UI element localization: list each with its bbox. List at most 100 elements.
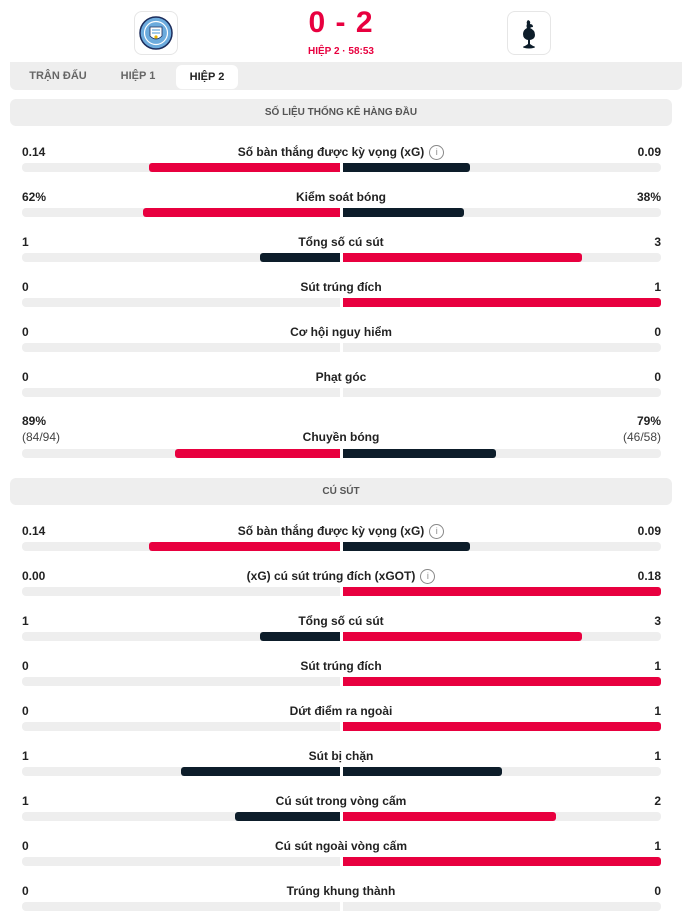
section-shots-header: CÚ SÚT (10, 478, 672, 505)
away-bar-track (343, 253, 661, 262)
stat-label: Phạt góc (0, 370, 682, 384)
away-bar-fill (343, 857, 661, 866)
home-bar-track (22, 449, 340, 458)
away-stat-value: 3 (654, 614, 661, 628)
home-stat-value: 0.14 (22, 145, 46, 159)
info-icon[interactable]: i (429, 524, 445, 540)
home-bar-track (22, 587, 340, 596)
home-bar-fill (235, 812, 340, 821)
stat-label-text: Tổng số cú sút (298, 235, 384, 249)
home-stat-detail: (84/94) (22, 430, 61, 444)
stat-label: Chuyền bóng (0, 430, 682, 444)
stat-label-text: Cú sút trong vòng cấm (275, 794, 407, 808)
match-status: HIỆP 2 · 58:53 (308, 46, 374, 57)
home-stat-value: 1 (22, 235, 29, 249)
away-team-logo[interactable] (507, 11, 551, 55)
away-bar-fill (343, 812, 556, 821)
stat-label: Số bàn thắng được kỳ vọng (xG) i (0, 524, 682, 540)
away-bar-fill (343, 163, 470, 172)
home-stat-value: 0 (22, 704, 29, 718)
home-bar-track (22, 857, 340, 866)
stat-label: Dứt điểm ra ngoài (0, 704, 682, 718)
tab-second-half[interactable]: HIỆP 2 (176, 65, 238, 89)
home-bar-fill (260, 253, 340, 262)
home-bar-fill (175, 449, 340, 458)
stat-label: Tổng số cú sút (0, 614, 682, 628)
stat-label: Kiểm soát bóng (0, 190, 682, 204)
tottenham-cockerel-icon (523, 20, 535, 49)
stat-label: Cú sút ngoài vòng cấm (0, 839, 682, 853)
home-stat-value: 0 (22, 370, 29, 384)
manchester-city-crest-icon (139, 16, 173, 50)
away-bar-fill (343, 449, 496, 458)
away-bar-fill (343, 253, 582, 262)
away-stat-value: 1 (654, 659, 661, 673)
away-bar-track (343, 542, 661, 551)
away-bar-fill (343, 587, 661, 596)
away-stat-value: 0 (654, 370, 661, 384)
away-bar-fill (343, 767, 502, 776)
stat-label-text: Số bàn thắng được kỳ vọng (xG) (237, 524, 425, 538)
home-bar-fill (143, 208, 340, 217)
away-bar-fill (343, 632, 582, 641)
away-bar-track (343, 722, 661, 731)
home-stat-value: 62% (22, 190, 47, 204)
stat-label-text: Số bàn thắng được kỳ vọng (xG) (237, 145, 425, 159)
away-bar-track (343, 902, 661, 911)
home-stat-value: 0 (22, 325, 29, 339)
home-bar-track (22, 343, 340, 352)
home-team-logo[interactable] (134, 11, 178, 55)
away-bar-track (343, 812, 661, 821)
away-stat-value: 0.18 (637, 569, 661, 583)
away-bar-fill (343, 722, 661, 731)
home-bar-fill (149, 163, 340, 172)
home-stat-value: 0 (22, 280, 29, 294)
away-stat-value: 0.09 (637, 524, 661, 538)
stat-label-text: Chuyền bóng (302, 430, 380, 444)
tab-first-half[interactable]: HIỆP 1 (120, 70, 156, 82)
away-bar-track (343, 298, 661, 307)
stat-label: Sút trúng đích (0, 659, 682, 673)
home-bar-track (22, 812, 340, 821)
away-stat-value: 0.09 (637, 145, 661, 159)
away-bar-track (343, 208, 661, 217)
away-stat-value: 2 (654, 794, 661, 808)
away-bar-track (343, 632, 661, 641)
period-tabs: TRẬN ĐẤU HIỆP 1 HIỆP 2 (10, 62, 682, 90)
home-stat-value: 0 (22, 839, 29, 853)
home-bar-track (22, 632, 340, 641)
stat-label-text: Tổng số cú sút (298, 614, 384, 628)
away-bar-fill (343, 542, 470, 551)
stat-label-text: Trúng khung thành (286, 884, 396, 898)
home-bar-fill (181, 767, 340, 776)
stat-label-text: (xG) cú sút trúng đích (xGOT) (246, 569, 416, 583)
stat-label: Trúng khung thành (0, 884, 682, 898)
home-bar-fill (260, 632, 340, 641)
away-stat-value: 1 (654, 704, 661, 718)
home-bar-track (22, 298, 340, 307)
stat-label-text: Kiểm soát bóng (295, 190, 386, 204)
away-stat-value: 3 (654, 235, 661, 249)
home-stat-value: 1 (22, 794, 29, 808)
away-bar-track (343, 343, 661, 352)
home-bar-track (22, 388, 340, 397)
stat-label-text: Phạt góc (315, 370, 367, 384)
tab-match[interactable]: TRẬN ĐẤU (29, 70, 87, 82)
info-icon[interactable]: i (420, 569, 436, 585)
home-bar-track (22, 163, 340, 172)
home-bar-track (22, 767, 340, 776)
stat-label: Cơ hội nguy hiểm (0, 325, 682, 339)
home-bar-track (22, 208, 340, 217)
home-bar-track (22, 542, 340, 551)
home-stat-value: 0 (22, 659, 29, 673)
home-stat-value: 0.00 (22, 569, 46, 583)
away-stat-value: 0 (654, 325, 661, 339)
home-bar-track (22, 722, 340, 731)
away-bar-fill (343, 677, 661, 686)
info-icon[interactable]: i (429, 145, 445, 161)
stat-label: Sút bị chặn (0, 749, 682, 763)
away-bar-track (343, 857, 661, 866)
home-bar-track (22, 902, 340, 911)
stat-label-text: Sút trúng đích (300, 659, 382, 673)
away-bar-track (343, 163, 661, 172)
